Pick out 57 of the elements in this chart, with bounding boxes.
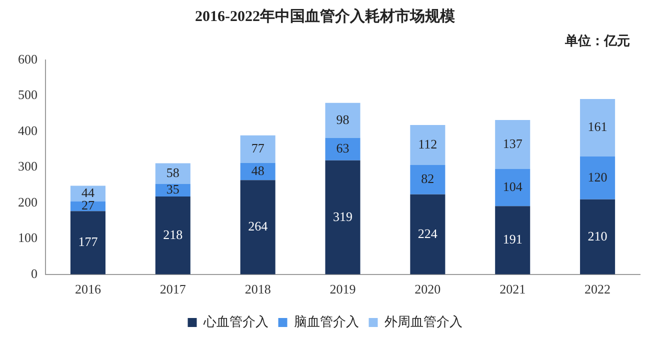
bar bbox=[325, 160, 360, 274]
y-tick-label: 400 bbox=[18, 122, 38, 138]
bar bbox=[495, 120, 530, 169]
data-label: 48 bbox=[251, 162, 264, 178]
bar bbox=[410, 165, 446, 194]
x-tick-label: 2022 bbox=[584, 282, 611, 297]
bar bbox=[70, 211, 106, 274]
bar bbox=[580, 199, 616, 274]
y-tick-label: 200 bbox=[18, 194, 38, 210]
bar bbox=[410, 125, 446, 166]
data-label: 161 bbox=[588, 119, 608, 134]
x-tick-label: 2020 bbox=[414, 282, 441, 297]
data-label: 104 bbox=[502, 178, 523, 194]
chart-title: 2016-2022年中国血管介入耗材市场规模 bbox=[195, 6, 456, 25]
y-tick-label: 500 bbox=[18, 87, 38, 102]
bar bbox=[495, 168, 530, 206]
bar bbox=[410, 194, 446, 274]
legend-label: 脑血管介入 bbox=[294, 314, 359, 330]
x-tick-label: 2021 bbox=[500, 282, 526, 297]
y-tick-label: 300 bbox=[18, 158, 38, 174]
data-label: 218 bbox=[163, 226, 183, 242]
x-tick-label: 2019 bbox=[330, 282, 356, 297]
data-label: 98 bbox=[336, 112, 350, 127]
bar bbox=[580, 98, 616, 156]
bar bbox=[155, 163, 190, 184]
data-label: 224 bbox=[418, 226, 438, 241]
x-tick-label: 2016 bbox=[74, 282, 102, 297]
legend-label: 心血管介入 bbox=[202, 314, 268, 330]
data-label: 210 bbox=[588, 228, 608, 244]
data-label: 137 bbox=[502, 136, 523, 151]
data-label: 27 bbox=[81, 198, 95, 213]
bar bbox=[495, 206, 530, 274]
bar bbox=[580, 156, 616, 200]
bar bbox=[325, 102, 360, 138]
data-label: 191 bbox=[502, 232, 522, 247]
data-label: 264 bbox=[248, 218, 268, 234]
bar bbox=[240, 135, 276, 163]
y-tick-label: 600 bbox=[18, 51, 38, 66]
data-label: 112 bbox=[418, 136, 438, 152]
data-label: 35 bbox=[166, 182, 180, 197]
data-label: 120 bbox=[588, 169, 608, 184]
data-label: 58 bbox=[166, 165, 180, 180]
data-label: 63 bbox=[336, 140, 350, 156]
data-label: 319 bbox=[333, 208, 352, 224]
bar bbox=[325, 138, 360, 160]
data-label: 177 bbox=[78, 234, 98, 250]
data-label: 77 bbox=[251, 140, 265, 156]
bar bbox=[240, 180, 276, 274]
data-label: 44 bbox=[81, 185, 95, 200]
bar bbox=[155, 196, 190, 274]
legend-label: 外周血管介入 bbox=[384, 314, 462, 330]
text: 单位：亿元 bbox=[565, 32, 630, 50]
y-tick-label: 100 bbox=[18, 230, 38, 246]
y-tick-label: 0 bbox=[31, 266, 38, 281]
data-label: 82 bbox=[421, 171, 434, 186]
x-tick-label: 2018 bbox=[244, 282, 271, 297]
x-tick-label: 2017 bbox=[160, 282, 186, 297]
